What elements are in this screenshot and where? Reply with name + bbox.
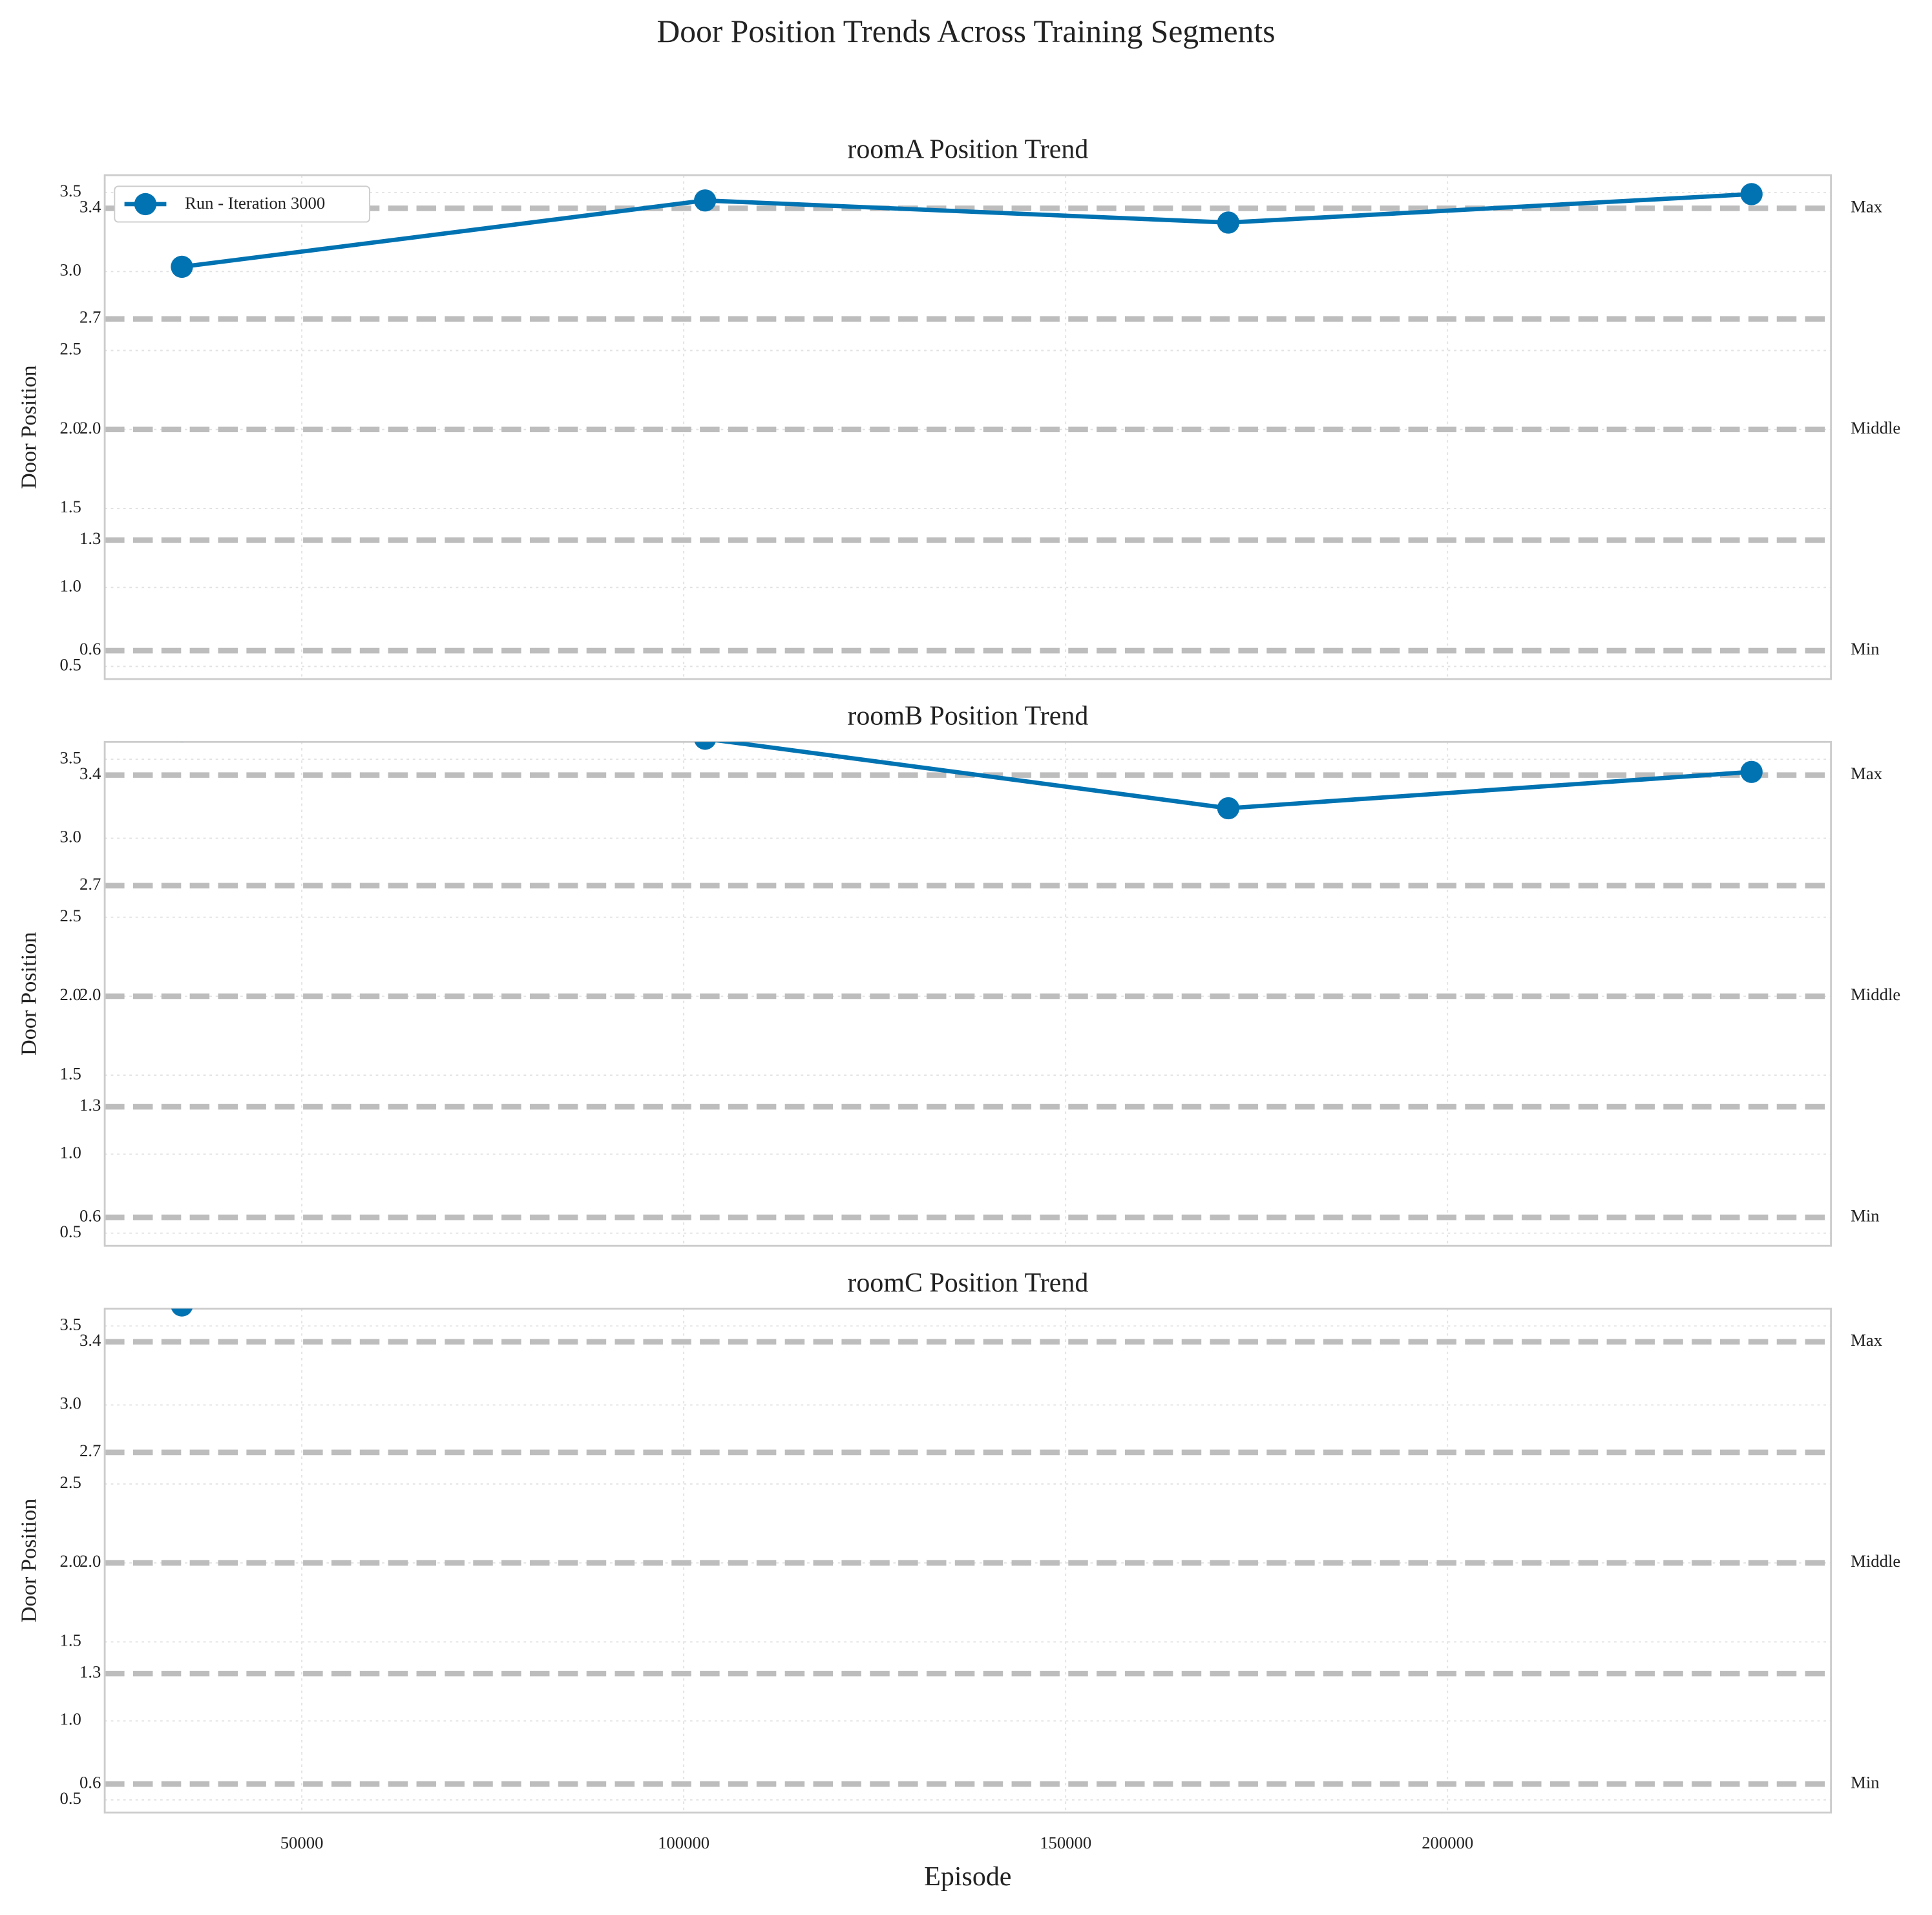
subplot: roomB Position Trend Door Position 0.5 1.0 1…: [17, 702, 1900, 1247]
y-tick-label: 3.0: [59, 827, 81, 846]
reference-tick-label: 0.6: [79, 1772, 101, 1792]
y-tick-label: 2.0: [59, 985, 81, 1004]
reference-label: Max: [1851, 197, 1883, 216]
x-tick-label: 50000: [280, 1833, 324, 1852]
marker: [1217, 797, 1240, 820]
reference-label: Min: [1851, 639, 1879, 658]
marker: [171, 255, 193, 278]
axes-frame: [103, 174, 1832, 680]
x-tick-label: 100000: [658, 1833, 709, 1852]
axes-frame: [103, 1308, 1832, 1814]
reference-tick-label: 3.4: [79, 197, 101, 216]
legend-label: Run - Iteration 3000: [185, 193, 325, 213]
x-axis-label: Episode: [924, 1862, 1011, 1892]
y-tick-label: 2.0: [59, 418, 81, 437]
legend: Run - Iteration 3000: [114, 185, 371, 223]
y-axis-label: Door Position: [17, 365, 41, 489]
y-axis-label: Door Position: [17, 932, 41, 1056]
series-line: [182, 192, 1752, 269]
subplot-title: roomB Position Trend: [847, 702, 1088, 731]
y-tick-label: 3.5: [59, 748, 81, 767]
x-tick-label: 200000: [1422, 1833, 1473, 1852]
reference-label: Max: [1851, 1330, 1883, 1350]
legend-marker: [134, 193, 157, 216]
y-tick-label: 1.5: [59, 1630, 81, 1649]
subplot: roomA Position Trend Door Position 0.5 1.0 1…: [17, 135, 1900, 680]
reference-label: Middle: [1851, 1551, 1900, 1571]
y-tick-label: 0.5: [59, 1222, 81, 1241]
axes-frame: [103, 740, 1832, 1247]
y-tick-label: 1.0: [59, 1143, 81, 1162]
y-tick-label: 1.5: [59, 497, 81, 516]
y-tick-label: 1.5: [59, 1063, 81, 1083]
y-tick-label: 3.5: [59, 1314, 81, 1334]
legend-box: [114, 185, 371, 223]
reference-label: Min: [1851, 1206, 1879, 1225]
y-tick-label: 3.0: [59, 260, 81, 279]
marker: [694, 189, 717, 212]
series: [171, 183, 1763, 278]
marker: [1740, 760, 1763, 783]
figure-title: Door Position Trends Across Training Seg…: [657, 14, 1276, 49]
reference-tick-label: 2.7: [79, 308, 101, 327]
subplot-title: roomC Position Trend: [847, 1268, 1088, 1298]
y-tick-label: 2.0: [59, 1551, 81, 1571]
reference-tick-label: 0.6: [79, 1206, 101, 1225]
reference-tick-label: 3.4: [79, 1330, 101, 1350]
reference-label: Max: [1851, 764, 1883, 783]
subplot-title: roomA Position Trend: [847, 135, 1088, 165]
marker: [694, 742, 716, 750]
y-tick-label: 0.5: [59, 655, 81, 675]
reference-tick-label: 3.4: [79, 764, 101, 783]
y-tick-label: 1.0: [59, 1710, 81, 1729]
reference-tick-label: 1.3: [79, 528, 101, 548]
series: [171, 1308, 193, 1317]
y-tick-label: 3.0: [59, 1394, 81, 1413]
reference-tick-label: 2.7: [79, 1441, 101, 1460]
subplot: roomC Position Trend Door Position Episode…: [17, 1268, 1901, 1892]
y-tick-label: 0.5: [59, 1788, 81, 1808]
y-tick-label: 3.5: [59, 181, 81, 200]
y-tick-label: 1.0: [59, 576, 81, 595]
marker: [171, 720, 193, 742]
reference-label: Middle: [1851, 985, 1900, 1004]
reference-tick-label: 2.0: [79, 985, 101, 1004]
marker: [1217, 211, 1240, 234]
y-tick-label: 2.5: [59, 1472, 81, 1492]
x-tick-label: 150000: [1040, 1833, 1091, 1852]
reference-label: Min: [1851, 1772, 1879, 1792]
series: [171, 720, 1763, 820]
reference-tick-label: 1.3: [79, 1662, 101, 1681]
reference-tick-label: 1.3: [79, 1095, 101, 1114]
marker: [1740, 183, 1763, 205]
reference-tick-label: 2.0: [79, 1551, 101, 1571]
marker: [171, 1308, 193, 1317]
y-axis-label: Door Position: [17, 1499, 41, 1623]
reference-label: Middle: [1851, 418, 1900, 437]
reference-tick-label: 2.0: [79, 418, 101, 437]
reference-tick-label: 0.6: [79, 639, 101, 658]
y-tick-label: 2.5: [59, 339, 81, 359]
y-tick-label: 2.5: [59, 906, 81, 925]
series-line: [712, 742, 1752, 811]
reference-tick-label: 2.7: [79, 874, 101, 894]
